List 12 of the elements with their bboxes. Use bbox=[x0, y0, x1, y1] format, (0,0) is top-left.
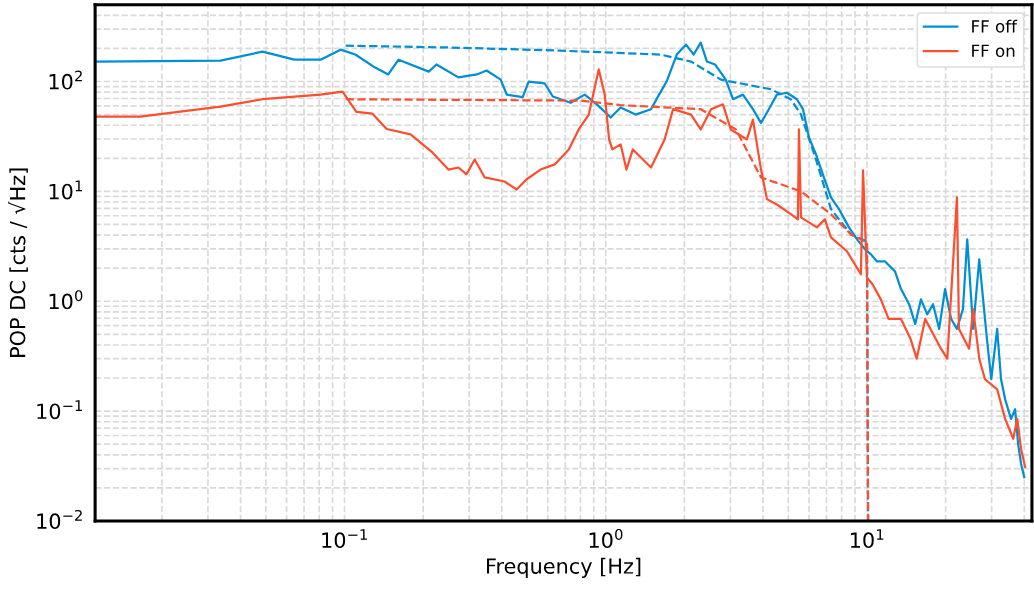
y-axis-title: POP DC [cts / √Hz] bbox=[8, 168, 28, 357]
y-tick-label: 10$^{2}$ bbox=[49, 70, 82, 90]
legend-label: FF on bbox=[972, 44, 1015, 58]
x-tick-label: 10$^{1}$ bbox=[850, 529, 884, 549]
y-tick-label: 10$^{1}$ bbox=[49, 180, 82, 200]
y-tick-label: 10$^{0}$ bbox=[49, 290, 83, 310]
y-tick-label: 10$^{−1}$ bbox=[37, 400, 82, 420]
x-tick-label: 10$^{0}$ bbox=[589, 528, 623, 549]
legend-label: FF off bbox=[972, 19, 1018, 33]
x-axis-title: Frequency [Hz] bbox=[487, 557, 641, 578]
y-tick-label: 10$^{−2}$ bbox=[37, 509, 82, 530]
x-tick-label: 10$^{−1}$ bbox=[322, 529, 367, 549]
